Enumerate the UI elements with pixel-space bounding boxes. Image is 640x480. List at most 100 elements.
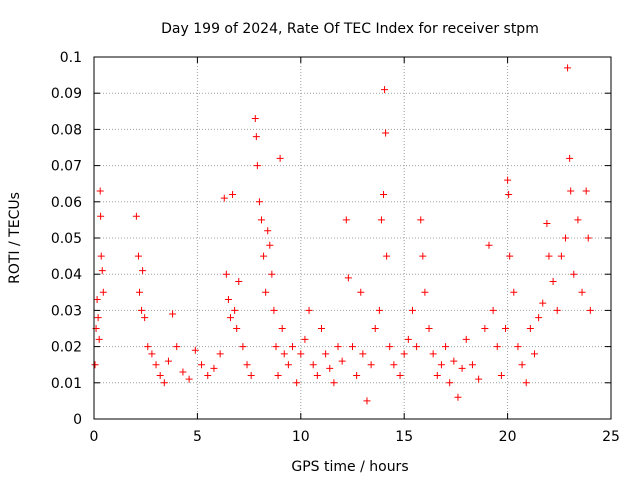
data-point bbox=[216, 350, 224, 358]
data-point bbox=[357, 288, 365, 296]
data-point bbox=[160, 379, 168, 387]
data-point bbox=[270, 306, 278, 314]
data-point bbox=[437, 361, 445, 369]
data-point bbox=[574, 216, 582, 224]
data-point bbox=[535, 314, 543, 322]
data-point bbox=[173, 343, 181, 351]
data-point bbox=[264, 227, 272, 235]
data-point bbox=[377, 216, 385, 224]
data-point bbox=[349, 343, 356, 351]
y-tick-label: 0.1 bbox=[60, 50, 82, 66]
data-point bbox=[235, 277, 243, 285]
data-point bbox=[504, 176, 512, 184]
data-point bbox=[317, 325, 325, 332]
data-point bbox=[185, 375, 193, 383]
y-tick-label: 0.05 bbox=[51, 231, 82, 247]
data-point bbox=[132, 212, 140, 220]
data-point bbox=[400, 350, 408, 358]
data-point bbox=[363, 397, 371, 405]
data-point bbox=[191, 346, 199, 354]
y-tick-label: 0.09 bbox=[51, 86, 82, 102]
data-point bbox=[419, 252, 427, 260]
data-point bbox=[144, 343, 152, 351]
data-point bbox=[433, 372, 441, 380]
data-point bbox=[518, 361, 526, 369]
data-point bbox=[582, 187, 590, 195]
data-point bbox=[417, 216, 425, 224]
data-point bbox=[514, 343, 522, 351]
data-point bbox=[468, 361, 476, 369]
data-point bbox=[260, 252, 268, 260]
data-point bbox=[95, 335, 103, 343]
data-point bbox=[272, 343, 280, 351]
data-point bbox=[462, 335, 470, 343]
x-tick-label: 10 bbox=[292, 429, 310, 445]
data-point bbox=[381, 86, 389, 94]
data-point bbox=[293, 379, 301, 387]
data-point bbox=[284, 361, 292, 369]
data-point bbox=[233, 325, 241, 332]
data-point bbox=[334, 343, 342, 351]
data-point bbox=[396, 372, 404, 380]
data-point bbox=[539, 299, 547, 307]
y-tick-label: 0 bbox=[73, 412, 82, 428]
data-point bbox=[148, 350, 156, 358]
data-point bbox=[386, 343, 394, 351]
data-point bbox=[289, 343, 297, 351]
data-point bbox=[446, 379, 454, 387]
x-tick-label: 25 bbox=[602, 429, 620, 445]
data-point bbox=[429, 350, 437, 358]
data-point bbox=[458, 364, 466, 372]
data-point bbox=[252, 133, 260, 141]
data-point bbox=[138, 306, 146, 314]
data-point bbox=[549, 277, 557, 285]
data-point bbox=[359, 350, 367, 358]
data-point bbox=[383, 252, 391, 260]
data-point bbox=[375, 306, 383, 314]
data-point bbox=[421, 288, 429, 296]
data-point bbox=[353, 372, 361, 380]
data-point bbox=[413, 343, 421, 351]
data-point bbox=[390, 361, 398, 369]
data-point bbox=[278, 325, 286, 332]
data-point bbox=[139, 267, 147, 275]
data-point bbox=[164, 357, 172, 365]
data-point bbox=[93, 296, 101, 304]
y-tick-label: 0.02 bbox=[51, 340, 82, 356]
data-point bbox=[557, 252, 565, 260]
data-point bbox=[506, 252, 514, 260]
data-point bbox=[545, 252, 553, 260]
data-point bbox=[502, 325, 510, 332]
data-point bbox=[210, 364, 218, 372]
data-point bbox=[97, 252, 105, 260]
data-point bbox=[367, 361, 375, 369]
data-point bbox=[404, 335, 412, 343]
data-point bbox=[226, 314, 234, 322]
data-point bbox=[493, 343, 501, 351]
data-point bbox=[222, 270, 230, 278]
data-point bbox=[96, 187, 104, 195]
data-point bbox=[301, 335, 309, 343]
data-point bbox=[156, 372, 164, 380]
data-point bbox=[553, 306, 561, 314]
data-point bbox=[231, 306, 239, 314]
chart-title: Day 199 of 2024, Rate Of TEC Index for r… bbox=[161, 21, 539, 37]
data-point bbox=[485, 241, 493, 249]
data-point bbox=[322, 350, 330, 358]
data-point bbox=[567, 187, 575, 195]
data-point bbox=[220, 194, 228, 202]
x-axis-label: GPS time / hours bbox=[291, 459, 408, 475]
data-point bbox=[380, 191, 388, 199]
data-point bbox=[526, 325, 534, 332]
data-point bbox=[98, 267, 106, 275]
data-point bbox=[169, 310, 177, 318]
y-axis-label: ROTI / TECUs bbox=[7, 192, 23, 284]
data-point bbox=[330, 379, 338, 387]
data-point bbox=[280, 350, 288, 358]
data-point bbox=[543, 220, 551, 228]
data-point bbox=[425, 325, 433, 332]
data-point bbox=[510, 288, 518, 296]
data-point bbox=[262, 288, 270, 296]
data-point bbox=[530, 350, 538, 358]
